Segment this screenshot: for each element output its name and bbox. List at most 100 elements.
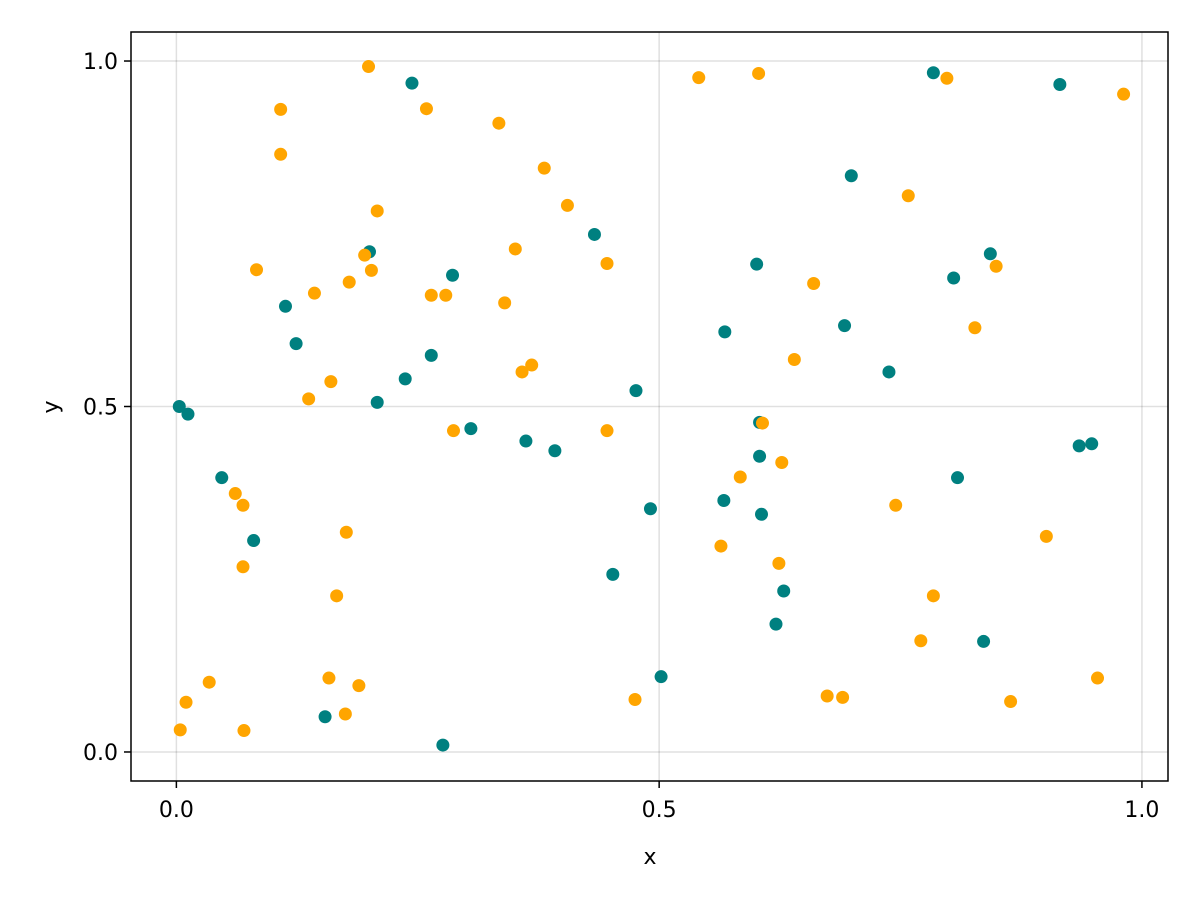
scatter-point (1085, 437, 1099, 451)
scatter-point (548, 444, 562, 458)
scatter-point (446, 268, 460, 282)
scatter-point (1039, 529, 1053, 543)
scatter-point (439, 288, 453, 302)
scatter-point (628, 692, 642, 706)
scatter-point (989, 259, 1003, 273)
scatter-point (358, 248, 372, 262)
scatter-point (302, 392, 316, 406)
scatter-point (600, 424, 614, 438)
scatter-point (228, 487, 242, 501)
scatter-point (775, 455, 789, 469)
scatter-point (714, 539, 728, 553)
scatter-point (370, 204, 384, 218)
scatter-point (977, 634, 991, 648)
y-axis-label: y (39, 400, 64, 413)
scatter-point (560, 198, 574, 212)
scatter-point (772, 556, 786, 570)
scatter-point (172, 400, 186, 413)
scatter-point (889, 498, 903, 512)
scatter-point (519, 434, 533, 448)
scatter-point (777, 584, 791, 598)
scatter-point (1053, 78, 1067, 92)
scatter-point (181, 407, 195, 421)
scatter-point (318, 710, 332, 724)
x-tick-label: 0.0 (159, 798, 194, 823)
scatter-point (492, 116, 506, 130)
scatter-point (289, 337, 303, 351)
scatter-point (755, 416, 769, 430)
scatter-point (654, 670, 668, 684)
scatter-point (968, 321, 982, 335)
scatter-point (525, 358, 539, 372)
scatter-point (424, 348, 438, 362)
axis-ticks: 0.0 0.5 1.0 0.0 0.5 1.0 (83, 50, 1159, 823)
scatter-point (750, 257, 764, 271)
scatter-point (606, 567, 620, 581)
scatter-point (718, 325, 732, 339)
scatter-point (1072, 439, 1086, 453)
scatter-point (237, 724, 251, 738)
scatter-point (587, 227, 601, 241)
scatter-point (324, 375, 338, 389)
scatter-point (464, 422, 478, 436)
scatter-point (436, 738, 450, 752)
scatter-point (274, 147, 288, 161)
scatter-point (629, 384, 643, 398)
scatter-point (330, 589, 344, 603)
y-tick-label: 0.0 (83, 741, 118, 766)
scatter-point (947, 271, 961, 285)
scatter-point (274, 102, 288, 116)
scatter-point (1117, 87, 1131, 101)
scatter-point (940, 71, 954, 85)
scatter-point (717, 493, 731, 507)
scatter-point (508, 242, 522, 256)
scatter-point (352, 679, 366, 693)
scatter-point (215, 471, 229, 485)
scatter-point (424, 288, 438, 302)
scatter-point (844, 169, 858, 183)
scatter-point (498, 296, 512, 310)
y-tick-label: 1.0 (83, 50, 118, 75)
scatter-point (307, 286, 321, 300)
x-tick-label: 1.0 (1124, 798, 1159, 823)
scatter-point (769, 617, 783, 631)
scatter-point (926, 66, 940, 80)
scatter-point (339, 525, 353, 539)
scatter-point (733, 470, 747, 484)
y-tick-label: 0.5 (83, 396, 118, 421)
scatter-point (914, 634, 928, 648)
scatter-point (342, 275, 356, 289)
scatter-point (882, 365, 896, 379)
scatter-point (515, 365, 529, 379)
scatter-point (600, 256, 614, 270)
scatter-point (278, 299, 292, 313)
scatter-point (202, 675, 216, 689)
scatter-point (838, 319, 852, 333)
scatter-point (926, 589, 940, 603)
scatter-point (643, 502, 657, 516)
scatter-point (692, 71, 706, 85)
x-tick-label: 0.5 (642, 798, 677, 823)
scatter-point (755, 507, 769, 521)
data-points (172, 60, 1131, 752)
scatter-point (901, 189, 915, 203)
series-1 (172, 66, 1099, 752)
scatter-point (322, 671, 336, 685)
scatter-point (179, 695, 193, 709)
scatter-point (338, 707, 352, 721)
scatter-point (1004, 695, 1018, 709)
scatter-point (787, 353, 801, 367)
scatter-point (951, 471, 965, 485)
scatter-point (405, 76, 419, 90)
scatter-point (173, 723, 187, 737)
scatter-point (752, 66, 766, 80)
scatter-point (250, 263, 264, 277)
scatter-point (398, 372, 412, 386)
scatter-point (362, 60, 376, 74)
scatter-point (753, 449, 767, 463)
scatter-point (370, 395, 384, 409)
scatter-point (419, 102, 433, 116)
scatter-point (836, 690, 850, 704)
scatter-point (446, 424, 460, 438)
